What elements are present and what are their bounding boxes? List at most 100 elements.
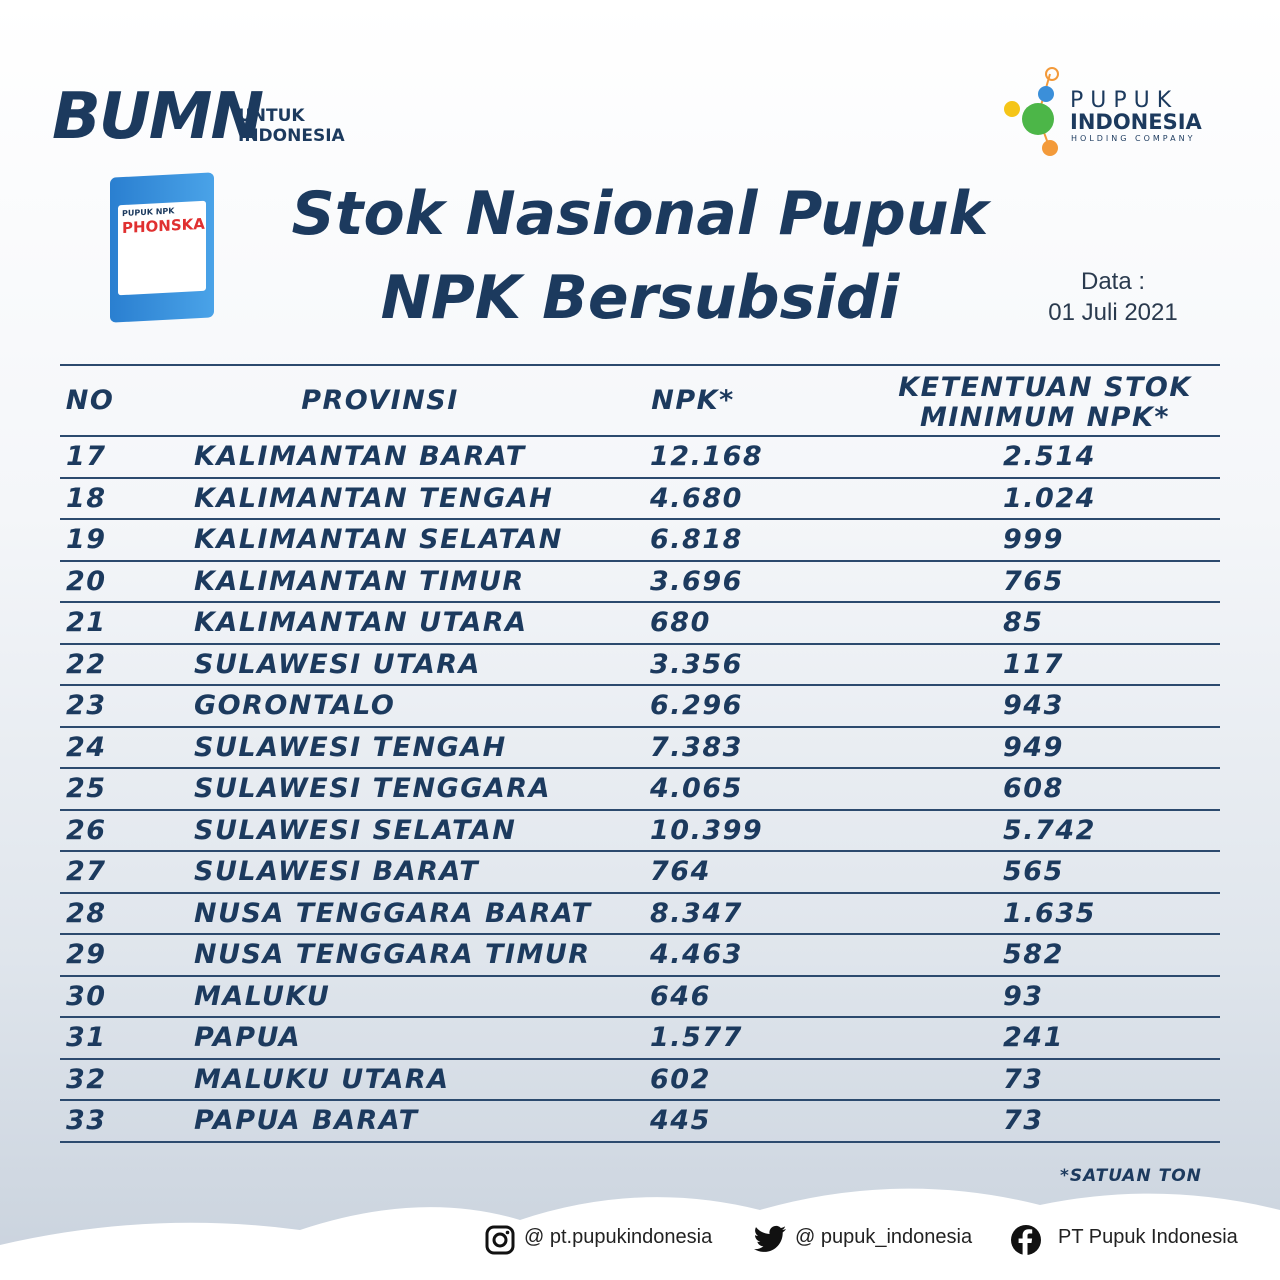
table-cell: 10.399 [650,814,764,846]
table-cell: GORONTALO [194,690,396,721]
table-cell: 7.383 [650,731,743,763]
footnote: *SATUAN TON [1060,1166,1202,1186]
table-row: 33 PAPUA BARAT 445 73 [60,1101,1220,1143]
table-cell: 29 [66,939,107,970]
pupuk-name2: INDONESIA [1070,110,1202,134]
table-cell: SULAWESI TENGGARA [194,773,551,804]
table-header: NO PROVINSI NPK* KETENTUAN STOK MINIMUM … [60,364,1220,437]
table-row: 27 SULAWESI BARAT 764 565 [60,852,1220,894]
column-header: NPK* [651,385,735,416]
table-cell: 680 [650,607,711,638]
table-cell: 949 [1003,731,1064,763]
pupuk-name: PUPUK [1070,88,1179,113]
table-cell: PAPUA BARAT [194,1105,419,1136]
table-cell: 2.514 [1003,441,1096,472]
table-cell: PAPUA [194,1022,302,1053]
pupuk-logo-mark [1004,67,1059,156]
title: Stok Nasional Pupuk NPK Bersubsidi [291,179,989,333]
snow-shape [0,1188,1280,1280]
table-cell: 582 [1003,939,1064,970]
table-cell: 85 [1003,607,1044,638]
table-cell: 27 [66,856,107,887]
table-cell: 33 [66,1105,107,1136]
table-cell: 943 [1003,690,1064,721]
table-row: 21 KALIMANTAN UTARA 680 85 [60,603,1220,645]
table-cell: 30 [66,980,107,1012]
social-handle: PT Pupuk Indonesia [1058,1226,1238,1248]
instagram-icon [485,1225,515,1255]
table-row: 25 SULAWESI TENGGARA 4.065 608 [60,769,1220,811]
table-cell: SULAWESI BARAT [194,856,480,887]
table-cell: 4.680 [650,482,743,514]
bumn-tagline: UNTUK INDONESIA [238,106,345,146]
table-cell: 3.356 [650,648,743,680]
table-cell: 765 [1003,565,1064,597]
table-cell: 565 [1003,856,1064,887]
table-row: 23 GORONTALO 6.296 943 [60,686,1220,728]
table-cell: 31 [66,1022,107,1053]
table-cell: 18 [66,482,107,514]
table-cell: 608 [1003,773,1064,804]
table-row: 19 KALIMANTAN SELATAN 6.818 999 [60,520,1220,562]
table-cell: 241 [1003,1022,1064,1053]
table-cell: SULAWESI TENGAH [194,731,507,763]
table-cell: SULAWESI SELATAN [194,814,517,846]
table-cell: 764 [650,856,711,887]
table-cell: KALIMANTAN TENGAH [194,482,554,514]
table-cell: 646 [650,980,711,1012]
social-handle: @ pt.pupukindonesia [524,1226,713,1248]
table-cell: 19 [66,524,107,555]
table-cell: MALUKU UTARA [194,1063,450,1095]
table-cell: MALUKU [194,980,331,1012]
column-header: NO [65,385,115,416]
table-row: 31 PAPUA 1.577 241 [60,1018,1220,1060]
table-cell: 8.347 [650,897,743,929]
table-cell: 23 [66,690,107,721]
table-cell: KALIMANTAN TIMUR [194,565,525,597]
table-cell: 3.696 [650,565,743,597]
pupuk-sub: HOLDING COMPANY [1071,134,1196,143]
table-cell: 73 [1003,1105,1044,1136]
table-row: 30 MALUKU 646 93 [60,977,1220,1018]
table-cell: 22 [66,648,107,680]
table-row: 26 SULAWESI SELATAN 10.399 5.742 [60,811,1220,852]
table-cell: 4.463 [650,939,743,970]
table-row: 20 KALIMANTAN TIMUR 3.696 765 [60,562,1220,603]
table-cell: 24 [66,731,107,763]
column-header: PROVINSI [301,385,459,416]
table-cell: 26 [66,814,107,846]
table-cell: 5.742 [1003,814,1096,846]
table-row: 29 NUSA TENGGARA TIMUR 4.463 582 [60,935,1220,977]
table-row: 28 NUSA TENGGARA BARAT 8.347 1.635 [60,894,1220,935]
table-cell: KALIMANTAN BARAT [194,441,526,472]
date: Data :01 Juli 2021 [1048,268,1178,326]
table-cell: 20 [66,565,107,597]
table-cell: 999 [1003,524,1064,555]
facebook-icon [1011,1225,1041,1255]
table-cell: KALIMANTAN UTARA [194,607,528,638]
table-cell: 117 [1003,648,1064,680]
table-cell: 445 [650,1105,711,1136]
table-row: 18 KALIMANTAN TENGAH 4.680 1.024 [60,479,1220,520]
table-cell: KALIMANTAN SELATAN [194,524,563,555]
table-cell: 93 [1003,980,1044,1012]
table-cell: 1.635 [1003,897,1096,929]
table-row: 24 SULAWESI TENGAH 7.383 949 [60,728,1220,769]
table-cell: 73 [1003,1063,1044,1095]
table-cell: 21 [66,607,107,638]
table-cell: SULAWESI UTARA [194,648,481,680]
social-handle: @ pupuk_indonesia [795,1226,973,1248]
table-cell: 28 [66,897,107,929]
table-cell: 4.065 [650,773,743,804]
column-header: KETENTUAN STOK MINIMUM NPK* [898,372,1192,433]
table-cell: NUSA TENGGARA TIMUR [194,939,591,970]
table-cell: 32 [66,1063,107,1095]
table-cell: 17 [66,441,107,472]
table-cell: 1.577 [650,1022,743,1053]
table-row: 32 MALUKU UTARA 602 73 [60,1060,1220,1101]
table-row: 22 SULAWESI UTARA 3.356 117 [60,645,1220,686]
table-row: 17 KALIMANTAN BARAT 12.168 2.514 [60,437,1220,479]
table-cell: 25 [66,773,107,804]
table-cell: 602 [650,1063,711,1095]
